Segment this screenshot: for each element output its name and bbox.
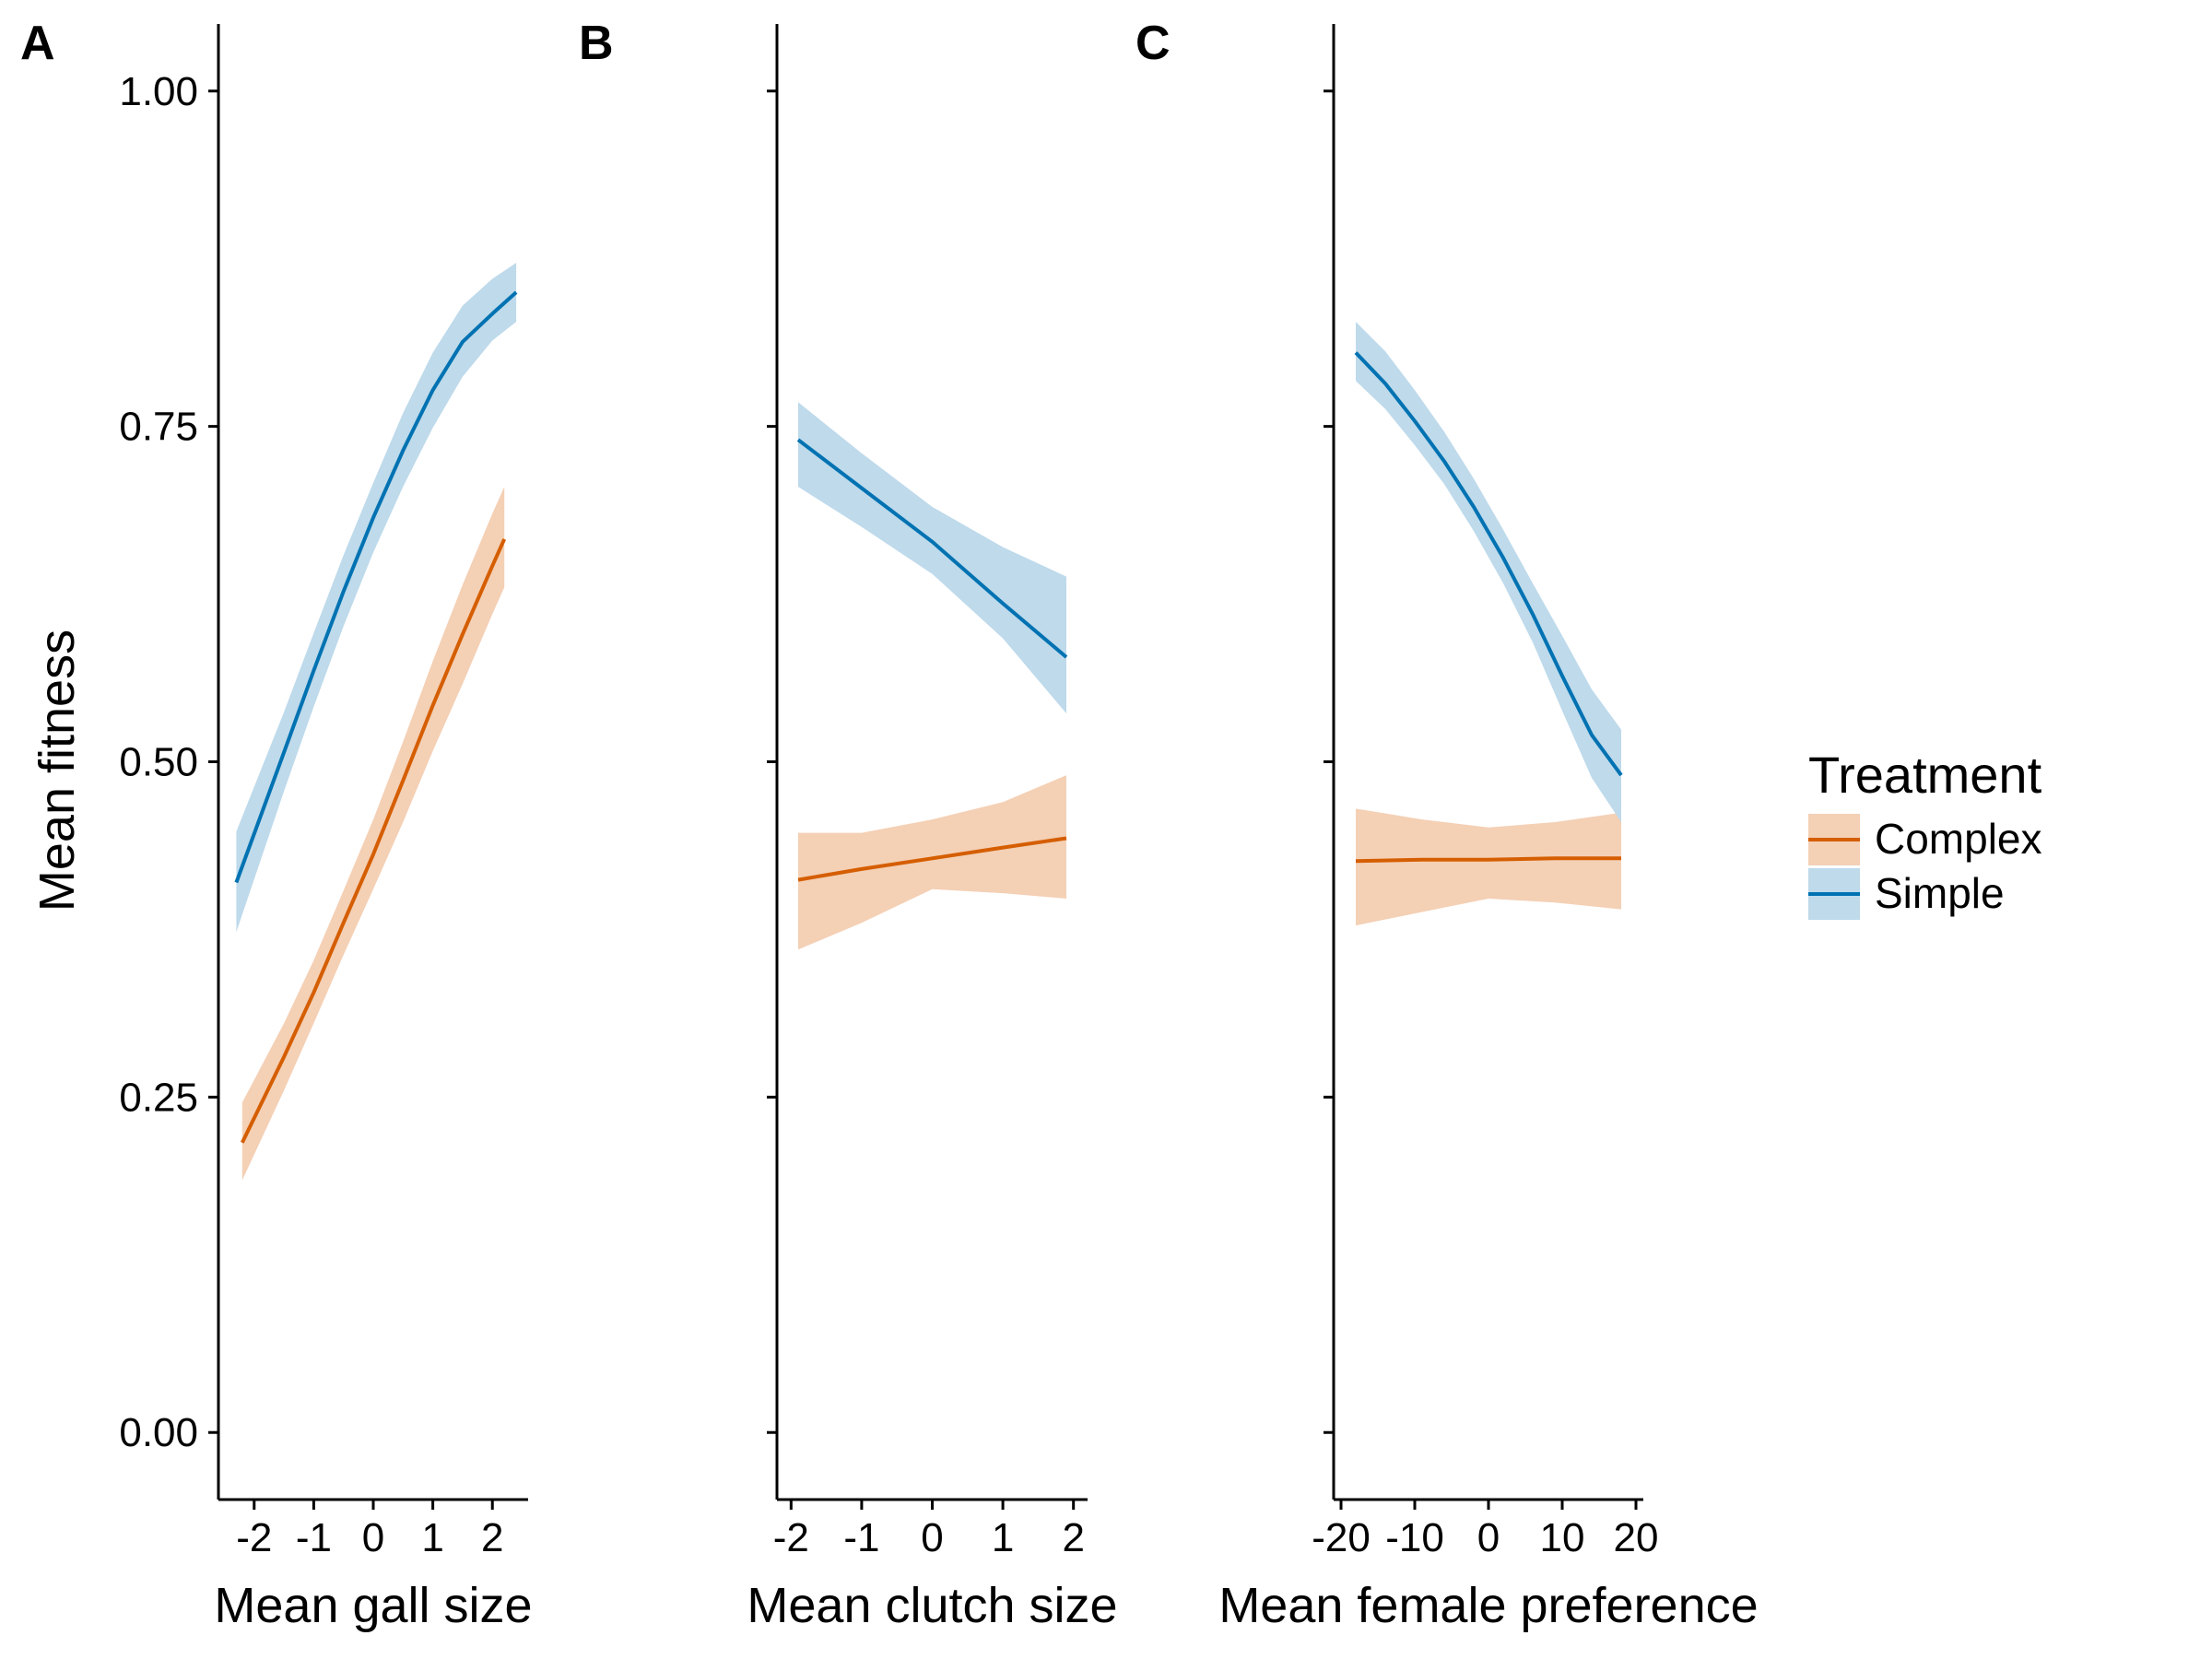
panel-c-x-axis-title: Mean female preference bbox=[1218, 1578, 1758, 1633]
panel-b-x-tick-label: 0 bbox=[921, 1515, 943, 1560]
y-axis-title: Mean fitness bbox=[29, 629, 85, 912]
panel-c-x-tick-label: 0 bbox=[1477, 1515, 1500, 1560]
panel-a-x-tick-label: -1 bbox=[296, 1515, 332, 1560]
legend: Treatment Complex Simple bbox=[1808, 746, 2042, 920]
panel-b-x-axis-title: Mean clutch size bbox=[747, 1578, 1117, 1633]
panel-b-x-tick-label: -1 bbox=[843, 1515, 879, 1560]
panel-b-complex-line bbox=[797, 836, 1067, 882]
panel-c-x-tick-label: 10 bbox=[1540, 1515, 1585, 1560]
panel-c-x-tick-label: -10 bbox=[1385, 1515, 1444, 1560]
panel-a-x-tick-label: 0 bbox=[362, 1515, 384, 1560]
panel-b: B -2 -1 0 1 2 Mean clutch size bbox=[579, 17, 1118, 1633]
panel-c: C -20 -10 0 10 20 Mean female preference bbox=[1135, 17, 1759, 1633]
panel-a-y-tick-label: 0.25 bbox=[119, 1075, 198, 1120]
panel-a-label: A bbox=[20, 17, 55, 70]
legend-title: Treatment bbox=[1808, 746, 2042, 804]
panel-b-label: B bbox=[579, 17, 614, 70]
legend-label-complex: Complex bbox=[1875, 815, 2042, 863]
panel-c-complex-line bbox=[1355, 856, 1621, 864]
panel-a-x-tick-label: 2 bbox=[481, 1515, 503, 1560]
panel-b-x-tick-label: 1 bbox=[992, 1515, 1014, 1560]
panel-b-simple-line bbox=[796, 438, 1068, 659]
legend-entry-simple: Simple bbox=[1808, 868, 2005, 920]
panel-b-complex-ribbon bbox=[798, 775, 1066, 950]
panel-a-y-tick-label: 1.00 bbox=[119, 69, 198, 114]
panel-a-x-tick-label: -2 bbox=[236, 1515, 272, 1560]
panel-a-y-tick-label: 0.75 bbox=[119, 405, 198, 450]
legend-label-simple: Simple bbox=[1875, 869, 2005, 917]
panel-a-y-tick-label: 0.50 bbox=[119, 740, 198, 785]
panel-a-simple-ribbon bbox=[236, 263, 517, 933]
panel-c-simple-line bbox=[1354, 351, 1623, 777]
panel-c-complex-ribbon bbox=[1356, 808, 1621, 926]
panel-c-label: C bbox=[1135, 17, 1171, 70]
panel-a: A 0.00 0.25 0.50 0.75 1.00 -2 -1 0 1 2 Mean gall si… bbox=[20, 17, 533, 1633]
panel-a-x-axis-title: Mean gall size bbox=[214, 1578, 532, 1633]
panel-b-simple-ribbon bbox=[798, 402, 1066, 714]
panel-a-x-tick-label: 1 bbox=[421, 1515, 443, 1560]
panel-a-y-tick-label: 0.00 bbox=[119, 1410, 198, 1455]
legend-entry-complex: Complex bbox=[1808, 814, 2042, 865]
panel-a-complex-line bbox=[241, 538, 507, 1144]
panel-b-x-tick-label: 2 bbox=[1062, 1515, 1084, 1560]
panel-c-simple-ribbon bbox=[1356, 322, 1621, 823]
panel-c-x-tick-label: -20 bbox=[1312, 1515, 1371, 1560]
panel-a-simple-line bbox=[234, 290, 518, 884]
panel-b-x-tick-label: -2 bbox=[773, 1515, 809, 1560]
panel-c-x-tick-label: 20 bbox=[1614, 1515, 1659, 1560]
